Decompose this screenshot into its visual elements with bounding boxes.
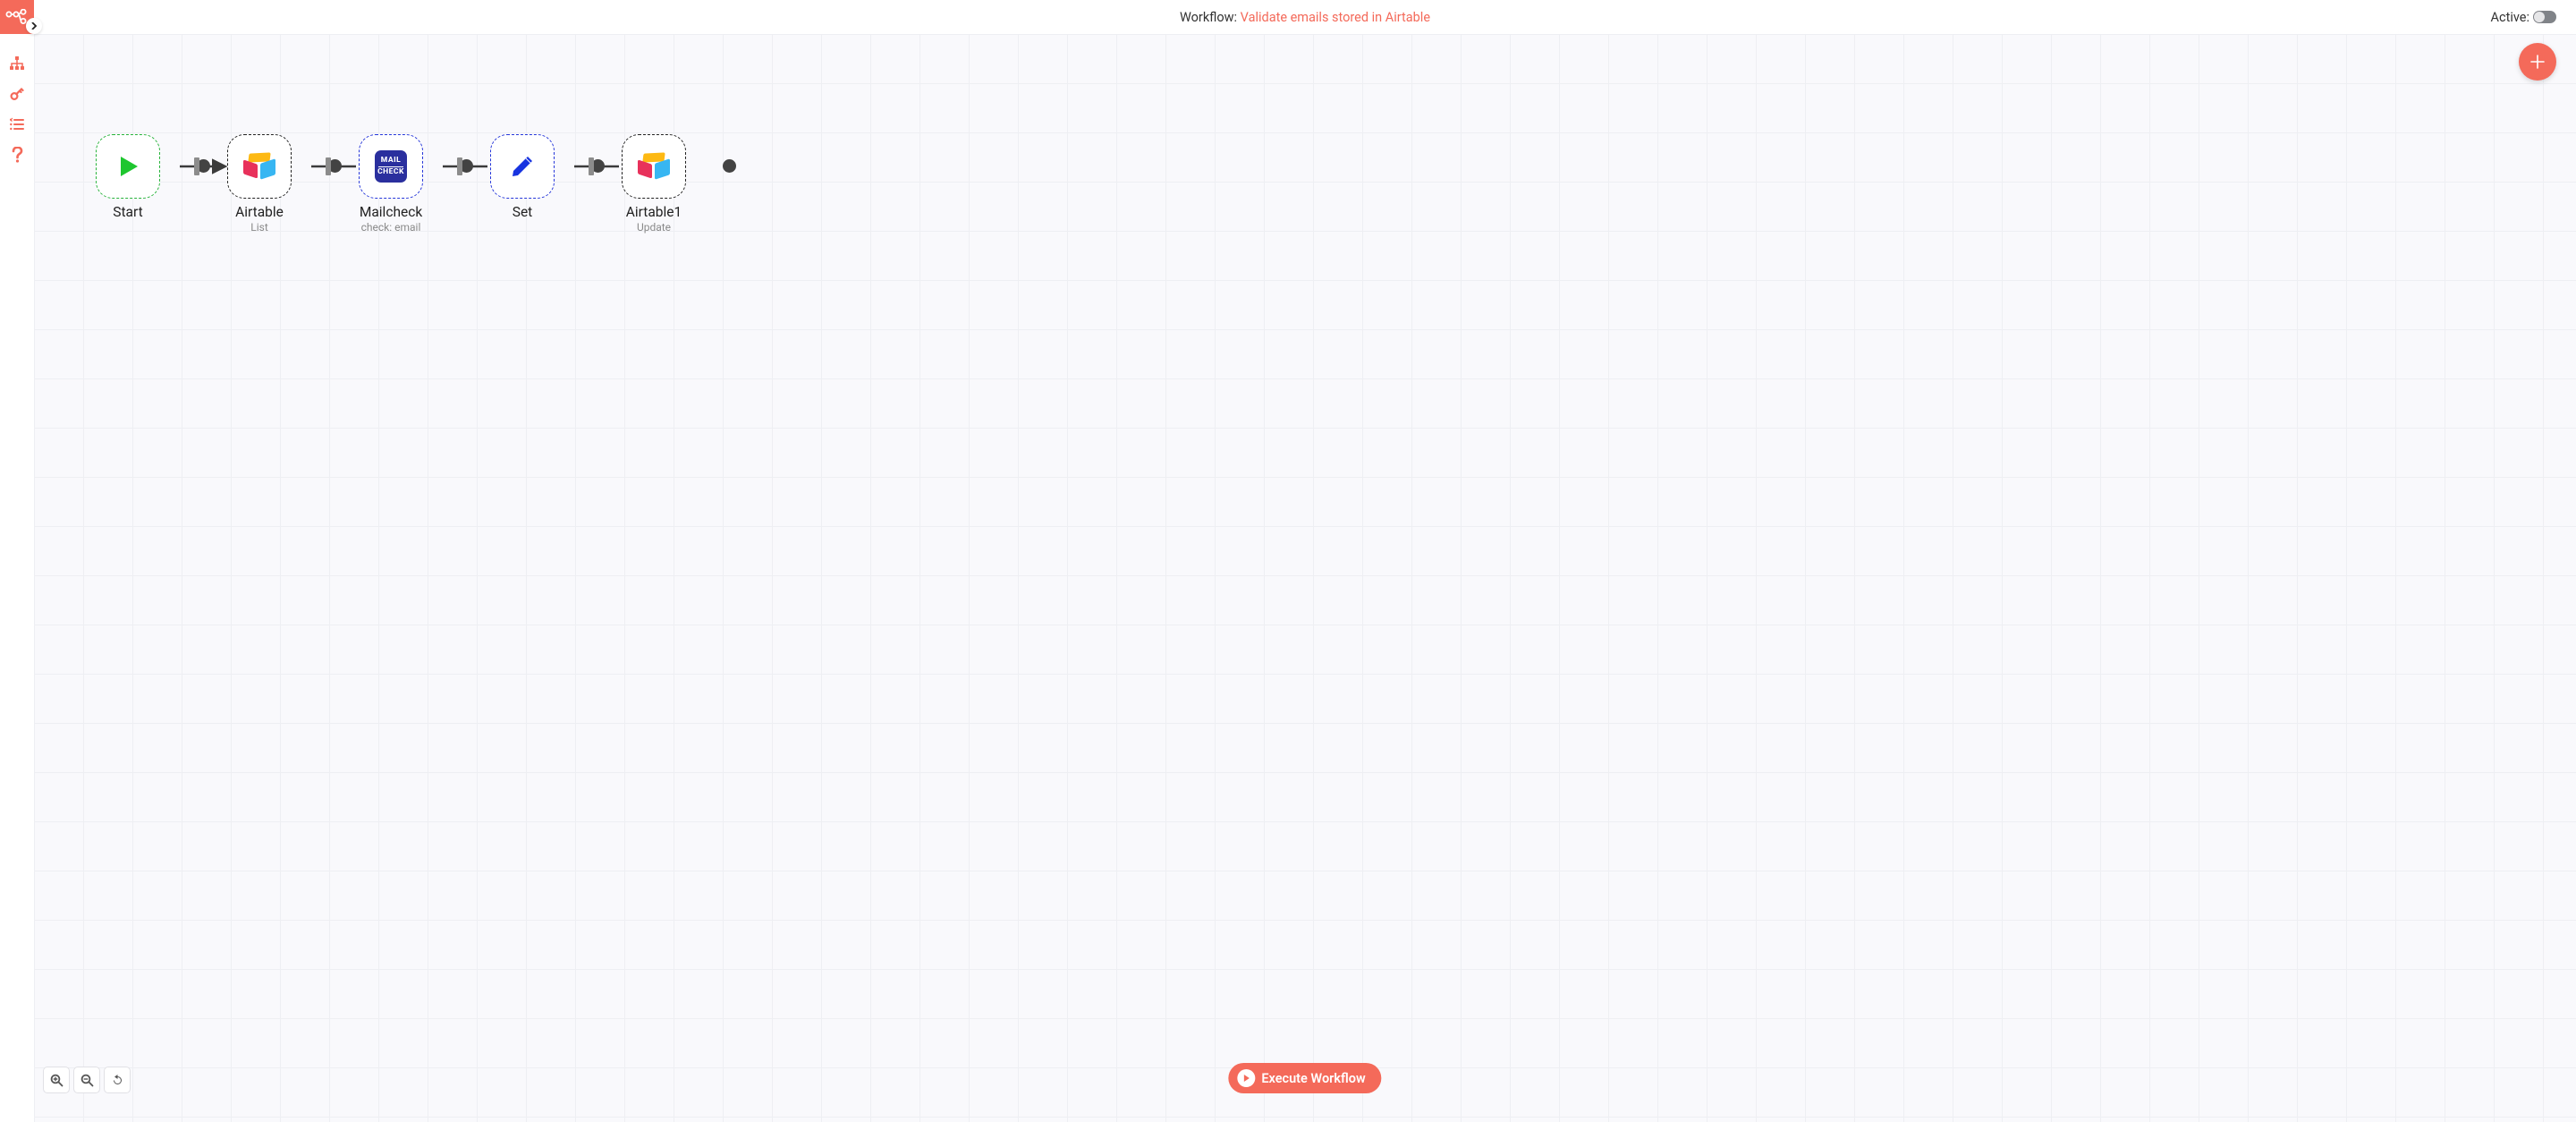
input-port[interactable] bbox=[326, 157, 331, 175]
node-start: Start bbox=[65, 134, 191, 220]
workflow-title[interactable]: Workflow: Validate emails stored in Airt… bbox=[1180, 10, 1430, 25]
active-toggle-group: Active: bbox=[2491, 0, 2556, 34]
add-node-button[interactable] bbox=[2519, 43, 2556, 81]
plus-icon bbox=[2529, 54, 2546, 70]
zoom-controls bbox=[43, 1067, 131, 1093]
play-icon bbox=[114, 152, 142, 181]
node-label: Set bbox=[513, 204, 533, 220]
airtable-icon bbox=[638, 153, 670, 180]
chevron-right-icon bbox=[30, 22, 38, 30]
input-port[interactable] bbox=[457, 157, 462, 175]
sidebar-item-workflows[interactable] bbox=[0, 50, 34, 81]
network-icon bbox=[10, 56, 24, 74]
node-sublabel: Update bbox=[637, 221, 671, 234]
key-icon bbox=[10, 87, 24, 105]
node-label: Start bbox=[113, 204, 142, 220]
node-label: Airtable bbox=[235, 204, 284, 220]
node-box-set[interactable] bbox=[490, 134, 555, 199]
node-airtable: AirtableList bbox=[197, 134, 322, 234]
question-icon bbox=[12, 147, 23, 166]
zoom-reset-button[interactable] bbox=[104, 1067, 131, 1093]
zoom-out-icon bbox=[80, 1074, 94, 1087]
input-port[interactable] bbox=[589, 157, 594, 175]
output-port[interactable] bbox=[723, 159, 736, 173]
node-box-airtable1[interactable] bbox=[622, 134, 686, 199]
sidebar-item-help[interactable] bbox=[0, 141, 34, 172]
input-port[interactable] bbox=[194, 157, 199, 175]
node-box-start[interactable] bbox=[96, 134, 160, 199]
node-box-airtable[interactable] bbox=[227, 134, 292, 199]
node-label: Airtable1 bbox=[626, 204, 682, 220]
mailcheck-icon: MAILCHECK bbox=[375, 150, 407, 183]
sidebar-item-credentials[interactable] bbox=[0, 81, 34, 111]
logo-icon bbox=[5, 9, 29, 25]
active-toggle[interactable] bbox=[2533, 11, 2556, 23]
workflow-canvas[interactable]: Start AirtableList MAILCHECK Mailcheckcheck… bbox=[34, 34, 2576, 1122]
workflow-name: Validate emails stored in Airtable bbox=[1241, 10, 1430, 25]
reset-icon bbox=[111, 1074, 124, 1087]
zoom-in-icon bbox=[50, 1074, 64, 1087]
toggle-knob bbox=[2534, 12, 2545, 22]
list-icon bbox=[10, 117, 24, 135]
play-circle-icon bbox=[1237, 1069, 1255, 1087]
node-set: Set bbox=[460, 134, 585, 220]
active-label: Active: bbox=[2491, 10, 2529, 25]
execute-label: Execute Workflow bbox=[1261, 1071, 1365, 1086]
airtable-icon bbox=[243, 153, 275, 180]
execute-workflow-button[interactable]: Execute Workflow bbox=[1228, 1063, 1381, 1093]
workflow-title-prefix: Workflow: bbox=[1180, 10, 1241, 25]
node-airtable1: Airtable1Update bbox=[591, 134, 716, 234]
sidebar bbox=[0, 0, 34, 1122]
node-mailcheck: MAILCHECK Mailcheckcheck: email bbox=[328, 134, 453, 234]
node-sublabel: check: email bbox=[361, 221, 421, 234]
node-sublabel: List bbox=[250, 221, 268, 234]
zoom-in-button[interactable] bbox=[43, 1067, 70, 1093]
node-label: Mailcheck bbox=[360, 204, 422, 220]
pencil-icon bbox=[509, 153, 536, 180]
node-box-mailcheck[interactable]: MAILCHECK bbox=[359, 134, 423, 199]
sidebar-item-executions[interactable] bbox=[0, 111, 34, 141]
zoom-out-button[interactable] bbox=[73, 1067, 100, 1093]
sidebar-expand-button[interactable] bbox=[26, 18, 42, 34]
header-bar: Workflow: Validate emails stored in Airt… bbox=[34, 0, 2576, 34]
